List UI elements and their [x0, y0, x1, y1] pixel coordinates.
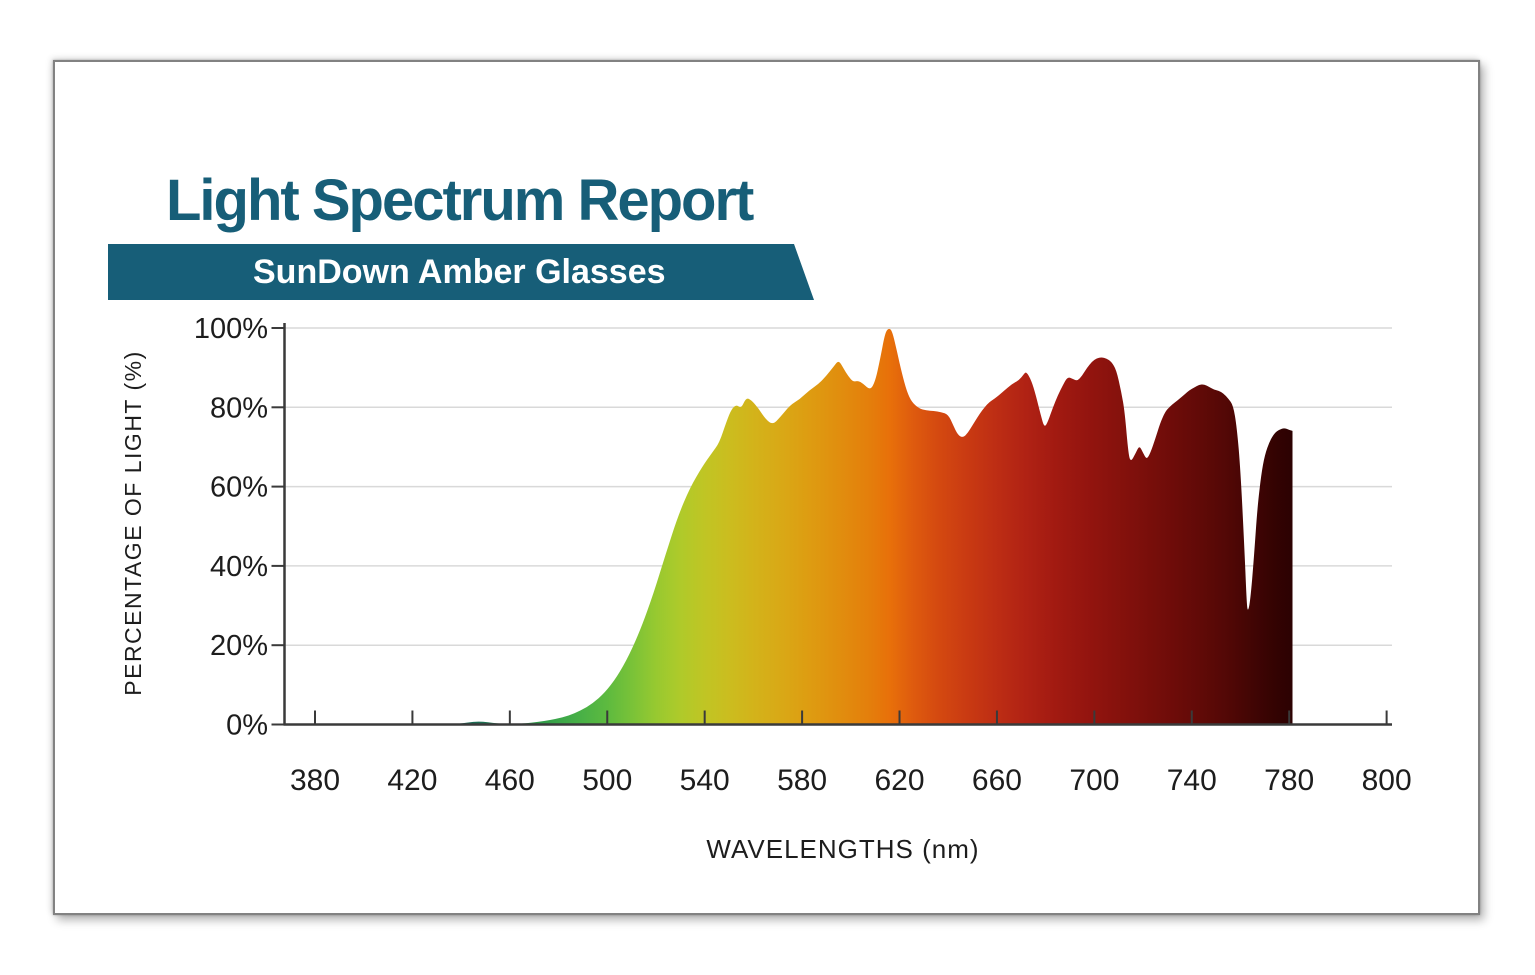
x-tick-label: 380 [290, 764, 340, 797]
y-tick-label: 100% [194, 313, 268, 345]
x-tick-label: 700 [1069, 764, 1119, 797]
x-axis-title: WAVELENGTHS (nm) [706, 834, 979, 864]
x-tick-label: 540 [680, 764, 730, 797]
spectrum-area [315, 328, 1293, 725]
y-tick-label: 80% [210, 392, 268, 424]
page-title: Light Spectrum Report [166, 168, 754, 233]
x-tick-label: 660 [972, 764, 1022, 797]
x-tick-label: 800 [1362, 764, 1412, 797]
x-tick-label: 780 [1264, 764, 1314, 797]
subtitle-banner-label: SunDown Amber Glasses [253, 253, 666, 291]
x-tick-label: 620 [874, 764, 924, 797]
report-card: Light Spectrum Report SunDown Amber Glas… [53, 60, 1480, 915]
x-tick-label: 460 [485, 764, 535, 797]
y-tick-label: 20% [210, 630, 268, 662]
x-tick-label: 420 [387, 764, 437, 797]
y-tick-label: 40% [210, 551, 268, 583]
x-tick-label: 500 [582, 764, 632, 797]
x-tick-label: 740 [1167, 764, 1217, 797]
x-tick-label: 580 [777, 764, 827, 797]
y-tick-label: 60% [210, 472, 268, 504]
y-tick-label: 0% [226, 710, 268, 742]
y-axis-title: PERCENTAGE OF LIGHT (%) [120, 350, 146, 695]
subtitle-banner: SunDown Amber Glasses [108, 244, 814, 300]
